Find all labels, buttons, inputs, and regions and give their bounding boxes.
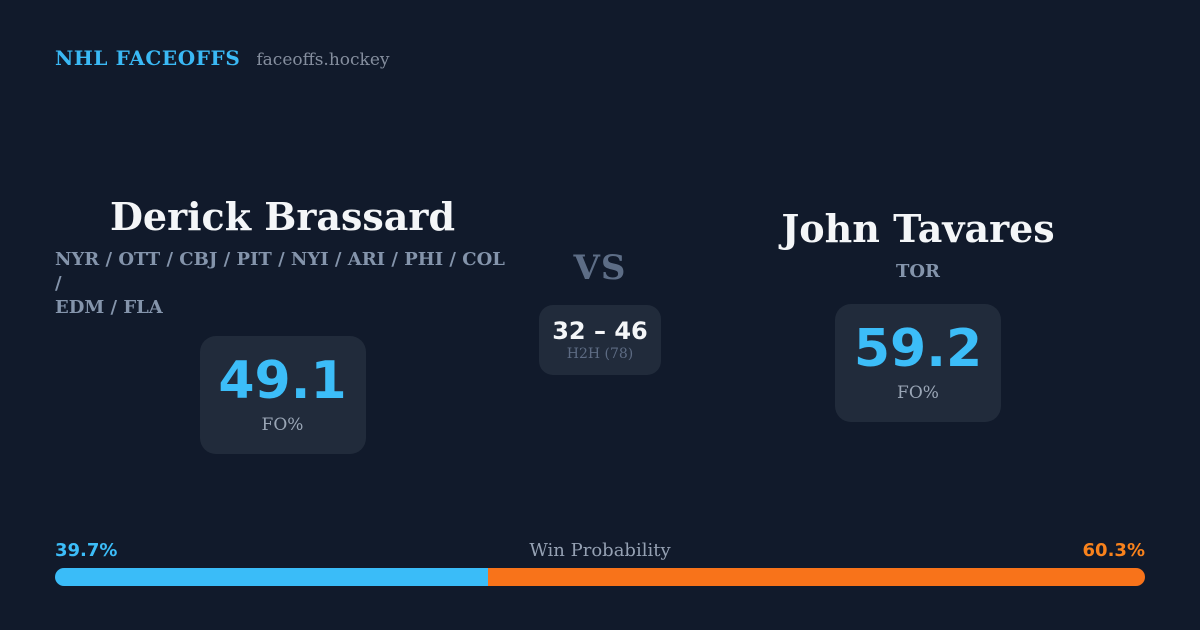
header: NHL FACEOFFS faceoffs.hockey xyxy=(55,46,390,70)
win-probability-bar xyxy=(55,568,1145,586)
win-probability-label: Win Probability xyxy=(529,540,671,561)
player-right-stat-card: 59.2 FO% xyxy=(835,303,1001,422)
player-left-name: Derick Brassard xyxy=(109,194,456,239)
site-label: faceoffs.hockey xyxy=(256,50,390,70)
player-left-teams: NYR / OTT / CBJ / PIT / NYI / ARI / PHI … xyxy=(55,248,505,319)
win-right-pct: 60.3% xyxy=(1082,540,1145,561)
win-bar-left xyxy=(55,568,488,586)
player-left-stat-card: 49.1 FO% xyxy=(199,336,366,455)
h2h-card: 32 – 46 H2H (78) xyxy=(539,305,661,375)
win-probability-labels: 39.7% Win Probability 60.3% xyxy=(55,540,1145,561)
vs-label: VS xyxy=(573,248,627,288)
player-left-stat-value: 49.1 xyxy=(218,351,347,412)
player-right-stat-value: 59.2 xyxy=(853,318,983,379)
brand-title: NHL FACEOFFS xyxy=(55,46,241,70)
win-bar-right xyxy=(487,568,1145,586)
player-right-teams: TOR xyxy=(895,260,941,282)
player-left-stat-label: FO% xyxy=(261,415,304,436)
win-left-pct: 39.7% xyxy=(55,540,118,561)
player-left-section: Derick Brassard NYR / OTT / CBJ / PIT / … xyxy=(55,194,510,455)
player-right-name: John Tavares xyxy=(781,206,1055,251)
h2h-score: 32 – 46 xyxy=(552,316,648,345)
versus-section: VS 32 – 46 H2H (78) xyxy=(539,248,661,375)
h2h-label: H2H (78) xyxy=(566,346,634,363)
player-right-section: John Tavares TOR 59.2 FO% xyxy=(733,206,1103,422)
player-right-stat-label: FO% xyxy=(897,382,939,403)
